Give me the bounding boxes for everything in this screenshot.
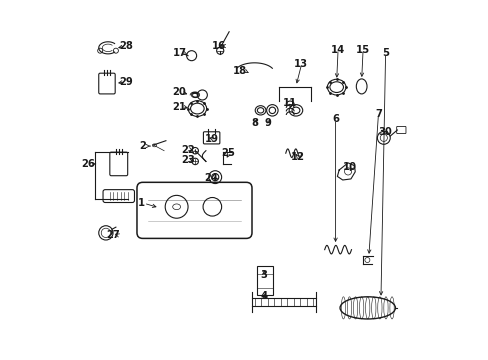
Text: 24: 24 — [204, 173, 218, 183]
Text: 21: 21 — [172, 102, 186, 112]
Text: 2: 2 — [139, 141, 146, 151]
Text: 28: 28 — [119, 41, 133, 51]
Text: 20: 20 — [172, 87, 186, 98]
Text: 4: 4 — [260, 291, 267, 301]
Text: 30: 30 — [378, 127, 392, 137]
Text: 29: 29 — [119, 77, 133, 87]
Text: 11: 11 — [283, 98, 297, 108]
Text: 13: 13 — [293, 59, 307, 69]
Text: 22: 22 — [181, 145, 195, 155]
Text: 5: 5 — [381, 48, 388, 58]
Text: 15: 15 — [355, 45, 369, 55]
Text: 18: 18 — [233, 66, 247, 76]
Text: 7: 7 — [374, 109, 381, 119]
Text: 1: 1 — [137, 198, 144, 208]
Text: 8: 8 — [250, 118, 258, 128]
Text: 19: 19 — [204, 134, 218, 144]
Text: 9: 9 — [264, 118, 271, 128]
Bar — [257, 266, 272, 295]
Text: 27: 27 — [106, 230, 120, 240]
Text: 26: 26 — [81, 159, 95, 169]
Text: 14: 14 — [330, 45, 345, 55]
Text: 3: 3 — [260, 270, 267, 280]
Text: 25: 25 — [221, 148, 235, 158]
Text: 17: 17 — [172, 48, 186, 58]
Text: 10: 10 — [342, 162, 356, 172]
Text: 23: 23 — [181, 156, 195, 165]
Text: 16: 16 — [211, 41, 225, 51]
Text: 12: 12 — [290, 152, 304, 162]
Text: 6: 6 — [331, 114, 338, 124]
